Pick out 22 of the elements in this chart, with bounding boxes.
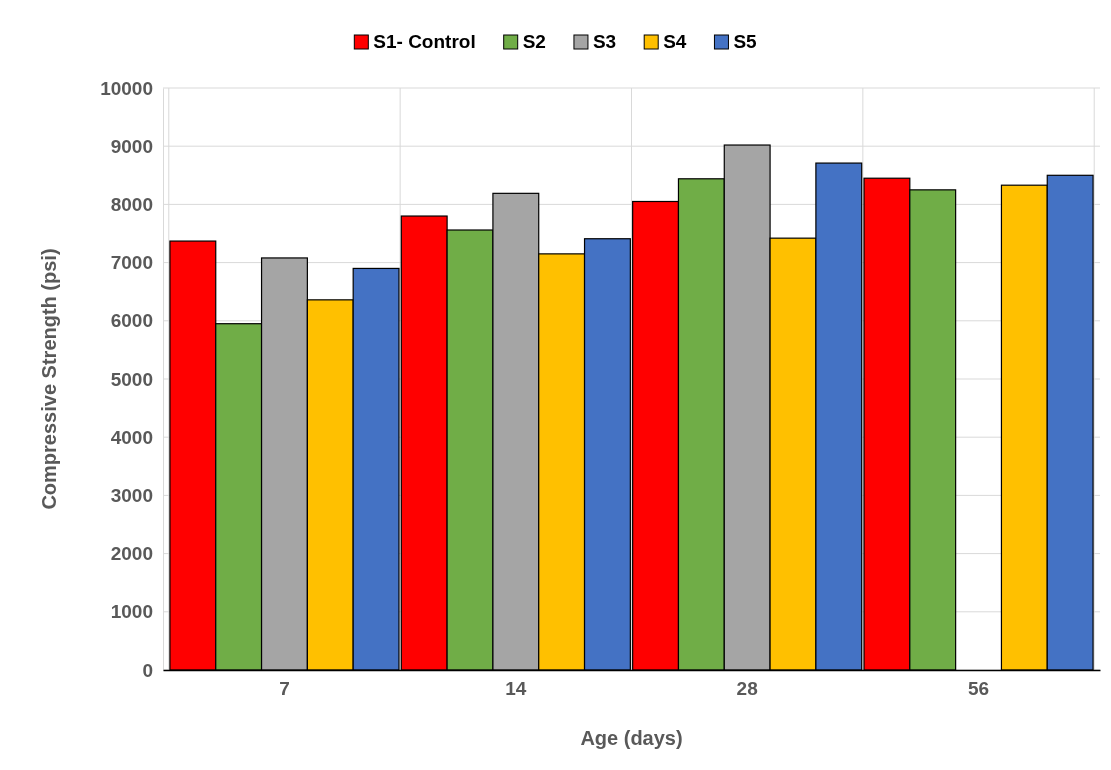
legend-label: S5 xyxy=(733,31,758,52)
y-axis-title: Compressive Strength (psi) xyxy=(38,248,60,510)
x-tick-label: 14 xyxy=(505,678,527,700)
x-tick-label: 56 xyxy=(967,678,990,700)
legend-label: S4 xyxy=(663,31,687,52)
legend-label: S3 xyxy=(592,31,617,52)
y-tick-label: 2000 xyxy=(110,543,153,565)
y-tick-label: 3000 xyxy=(110,484,153,506)
y-tick-label: 7000 xyxy=(110,252,153,274)
x-tick-label: 7 xyxy=(279,678,290,700)
y-tick-label: 0 xyxy=(142,659,153,681)
legend-label: S2 xyxy=(522,31,546,52)
y-tick-label: 10000 xyxy=(100,77,153,99)
y-tick-label: 6000 xyxy=(110,310,153,332)
y-tick-label: 4000 xyxy=(110,426,153,448)
y-tick-label: 5000 xyxy=(110,368,153,390)
y-tick-label: 9000 xyxy=(110,135,153,157)
legend-label: S1- Control xyxy=(373,31,476,52)
x-axis-title: Age (days) xyxy=(580,727,683,749)
y-tick-label: 1000 xyxy=(110,601,153,623)
x-tick-label: 28 xyxy=(736,678,758,700)
y-tick-label: 8000 xyxy=(110,193,153,215)
